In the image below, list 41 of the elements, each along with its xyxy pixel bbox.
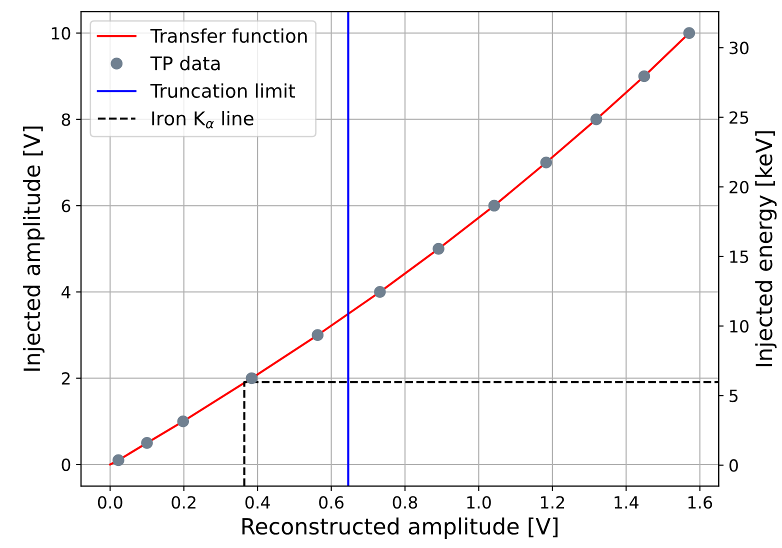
point bbox=[374, 286, 386, 298]
y2-tick-label: 10 bbox=[730, 320, 748, 333]
y-tick-label: 2 bbox=[62, 372, 70, 385]
y-tick-label: 0 bbox=[62, 458, 70, 472]
x-tick-label: 1.4 bbox=[614, 496, 638, 508]
x-tick-label: 1.0 bbox=[467, 496, 491, 509]
y2-tick-label: 25 bbox=[730, 111, 748, 124]
y2-tick-label: 5 bbox=[730, 390, 738, 402]
y2-tick-label: 20 bbox=[730, 180, 748, 194]
point bbox=[141, 437, 153, 449]
x-tick-label: 0.2 bbox=[172, 496, 196, 509]
x-tick-label: 1.6 bbox=[688, 496, 712, 509]
y-tick-label: 10 bbox=[52, 27, 70, 40]
y2-tick-label: 0 bbox=[729, 459, 738, 472]
point bbox=[246, 372, 258, 384]
point bbox=[177, 415, 190, 428]
x-tick-label: 0.6 bbox=[319, 496, 344, 509]
ref-line-label: Truncation limit bbox=[150, 83, 296, 98]
y-axis-title: Injected amplitude [V] bbox=[23, 126, 45, 371]
legend-label: TP data bbox=[150, 56, 220, 70]
x-tick-label: 0.4 bbox=[245, 496, 270, 509]
x-tick-label: 0.0 bbox=[98, 496, 122, 509]
y2-tick-label: 30 bbox=[730, 42, 748, 54]
point bbox=[112, 454, 124, 466]
legend-label: Iron K$_{α}$ line bbox=[152, 110, 254, 128]
point bbox=[683, 27, 696, 39]
y-tick-label: 4 bbox=[62, 286, 70, 298]
point bbox=[590, 113, 602, 126]
point bbox=[432, 242, 444, 255]
y2-axis-title: Injected energy [keV] bbox=[755, 131, 777, 366]
point bbox=[540, 156, 552, 168]
y-tick-label: 8 bbox=[62, 113, 70, 126]
point bbox=[312, 329, 324, 341]
point bbox=[638, 70, 650, 82]
point bbox=[488, 200, 500, 212]
x-tick-label: 1.2 bbox=[541, 496, 564, 508]
y-tick-label: 6 bbox=[62, 200, 70, 212]
legend-label: Transfer function bbox=[150, 28, 307, 43]
x-axis-title: Reconstructed amplitude [V] bbox=[242, 517, 558, 539]
y2-tick-label: 15 bbox=[730, 250, 748, 264]
x-tick-label: 0.8 bbox=[392, 496, 418, 509]
